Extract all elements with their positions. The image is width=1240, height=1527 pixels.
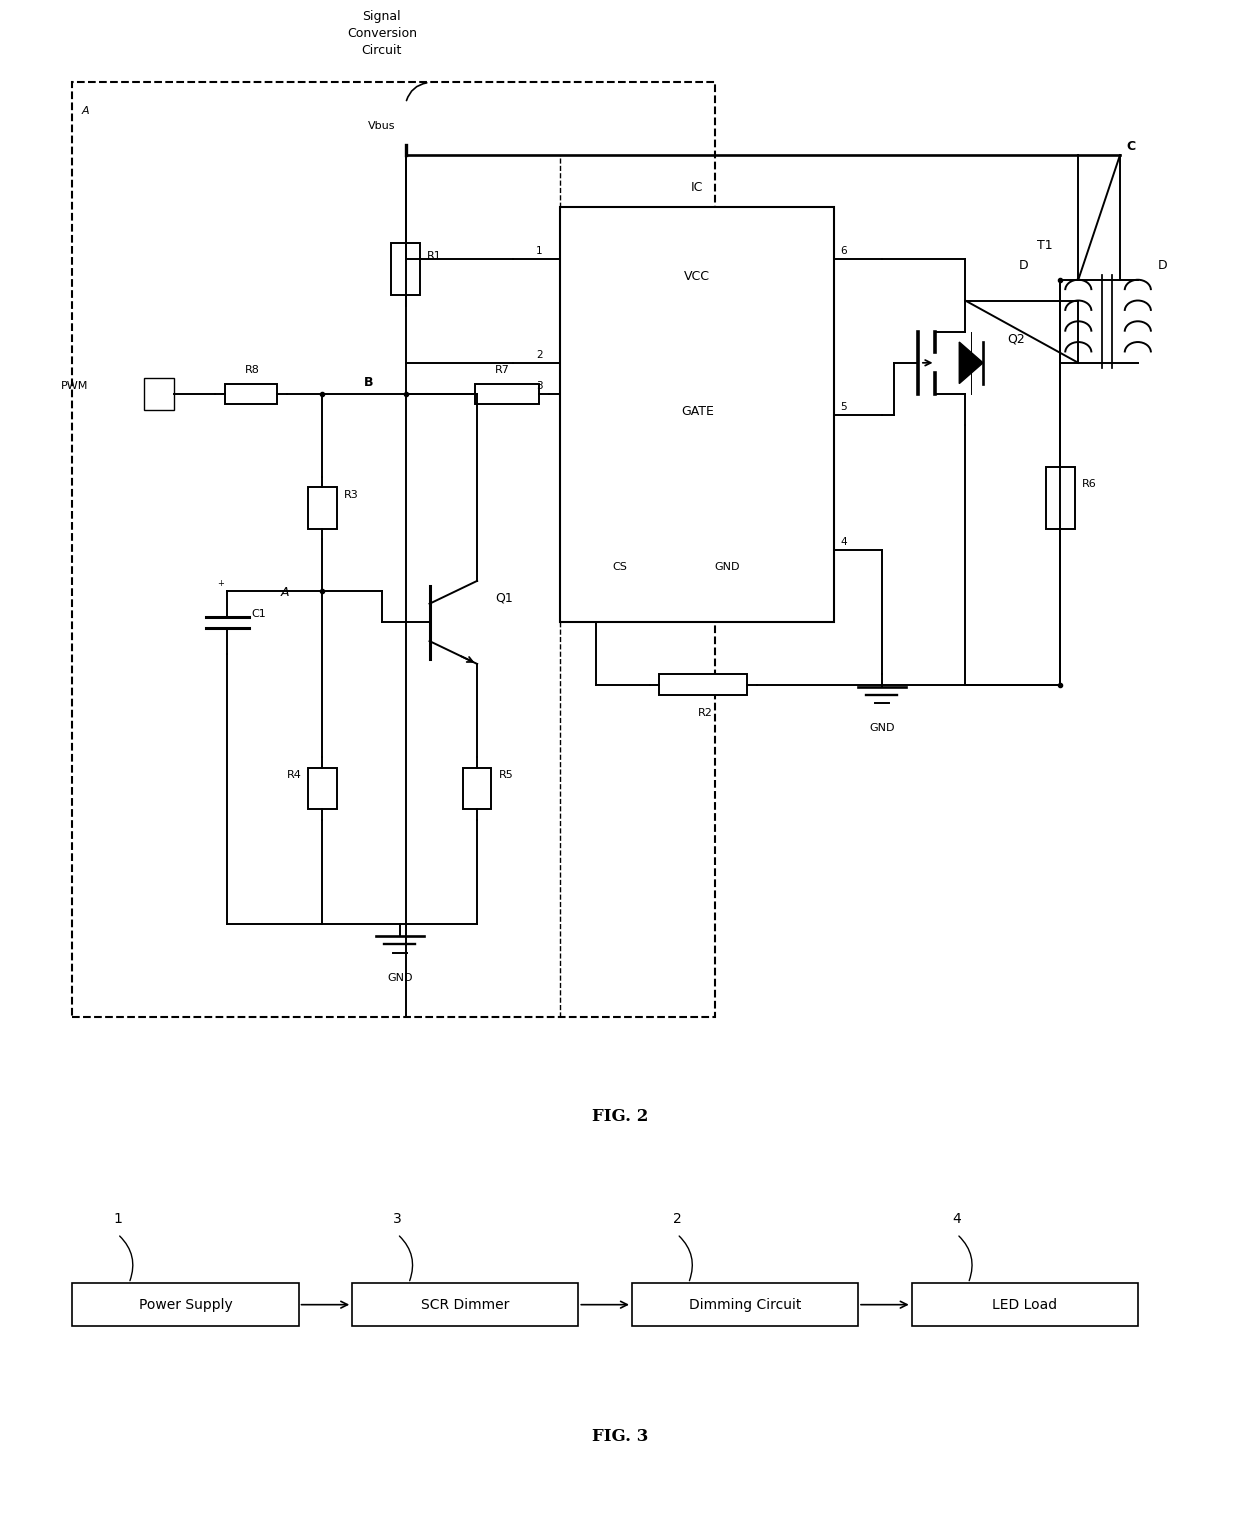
Text: 5: 5 [841,402,847,412]
Text: GND: GND [714,562,740,573]
Text: A: A [280,586,289,600]
Bar [308,487,337,528]
Text: T1: T1 [1037,238,1053,252]
Text: GATE: GATE [681,405,714,418]
Bar [392,243,420,295]
Bar [72,1283,299,1325]
Text: Dimming Circuit: Dimming Circuit [688,1298,801,1312]
Text: R2: R2 [697,709,712,718]
Text: B: B [365,376,373,389]
Bar [308,768,337,809]
Text: Q2: Q2 [1007,331,1024,345]
Text: 1: 1 [113,1212,122,1226]
Text: R3: R3 [343,490,358,499]
Bar [463,768,491,809]
Bar [475,383,539,405]
Text: PWM: PWM [61,380,88,391]
Bar [660,675,748,695]
Text: D: D [1158,260,1168,272]
Text: Vbus: Vbus [368,121,396,131]
Text: 6: 6 [841,246,847,257]
Text: Signal
Conversion
Circuit: Signal Conversion Circuit [347,9,417,56]
Text: 3: 3 [536,380,543,391]
Text: 1: 1 [536,246,543,257]
Text: R7: R7 [495,365,510,376]
Text: GND: GND [387,973,413,983]
Text: 4: 4 [841,536,847,547]
Text: 2: 2 [673,1212,682,1226]
Text: C: C [1126,140,1135,153]
Bar [72,82,715,1017]
Text: R5: R5 [498,770,513,780]
Text: 3: 3 [393,1212,402,1226]
Text: A: A [82,105,89,116]
Text: +: + [218,579,224,588]
Polygon shape [960,342,983,383]
Text: 2: 2 [536,350,543,360]
Text: C1: C1 [250,609,265,620]
Text: R6: R6 [1081,479,1096,490]
Text: LED Load: LED Load [992,1298,1058,1312]
Bar [352,1283,578,1325]
Bar [911,1283,1138,1325]
Text: GND: GND [869,724,894,733]
Text: VCC: VCC [684,270,711,282]
Text: R8: R8 [246,365,260,376]
Bar [560,208,835,623]
Text: SCR Dimmer: SCR Dimmer [422,1298,510,1312]
Bar [144,379,174,409]
Bar [1047,467,1075,528]
Text: FIG. 3: FIG. 3 [591,1428,649,1446]
Text: R4: R4 [286,770,301,780]
Text: FIG. 2: FIG. 2 [591,1107,649,1125]
Text: D: D [1019,260,1028,272]
Text: 4: 4 [952,1212,961,1226]
Bar [632,1283,858,1325]
Text: R1: R1 [427,250,441,261]
Text: Power Supply: Power Supply [139,1298,232,1312]
Bar [224,383,278,405]
Text: Q1: Q1 [495,591,513,605]
Text: IC: IC [691,182,703,194]
Text: CS: CS [613,562,627,573]
